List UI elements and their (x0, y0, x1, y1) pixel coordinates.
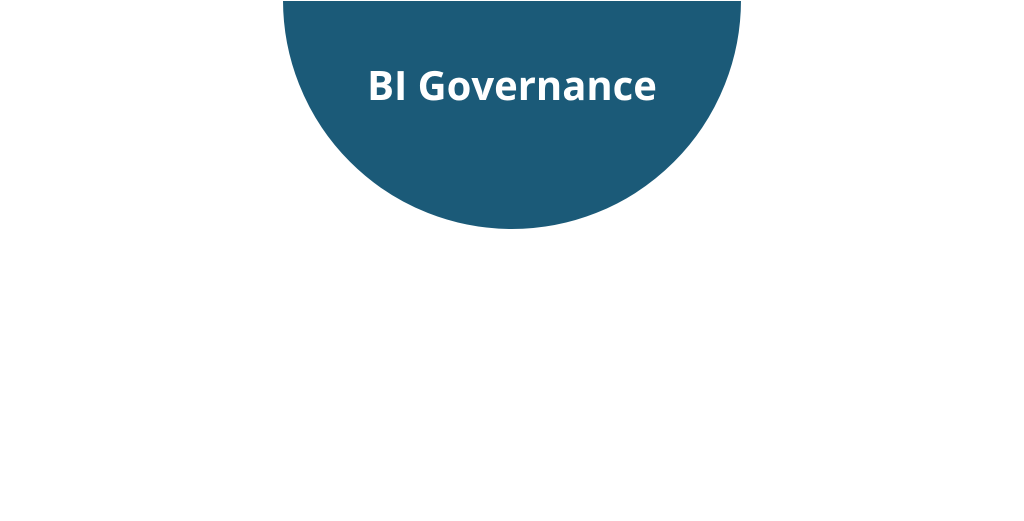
center-title: BI Governance (367, 57, 657, 112)
center-semicircle (282, 0, 742, 230)
